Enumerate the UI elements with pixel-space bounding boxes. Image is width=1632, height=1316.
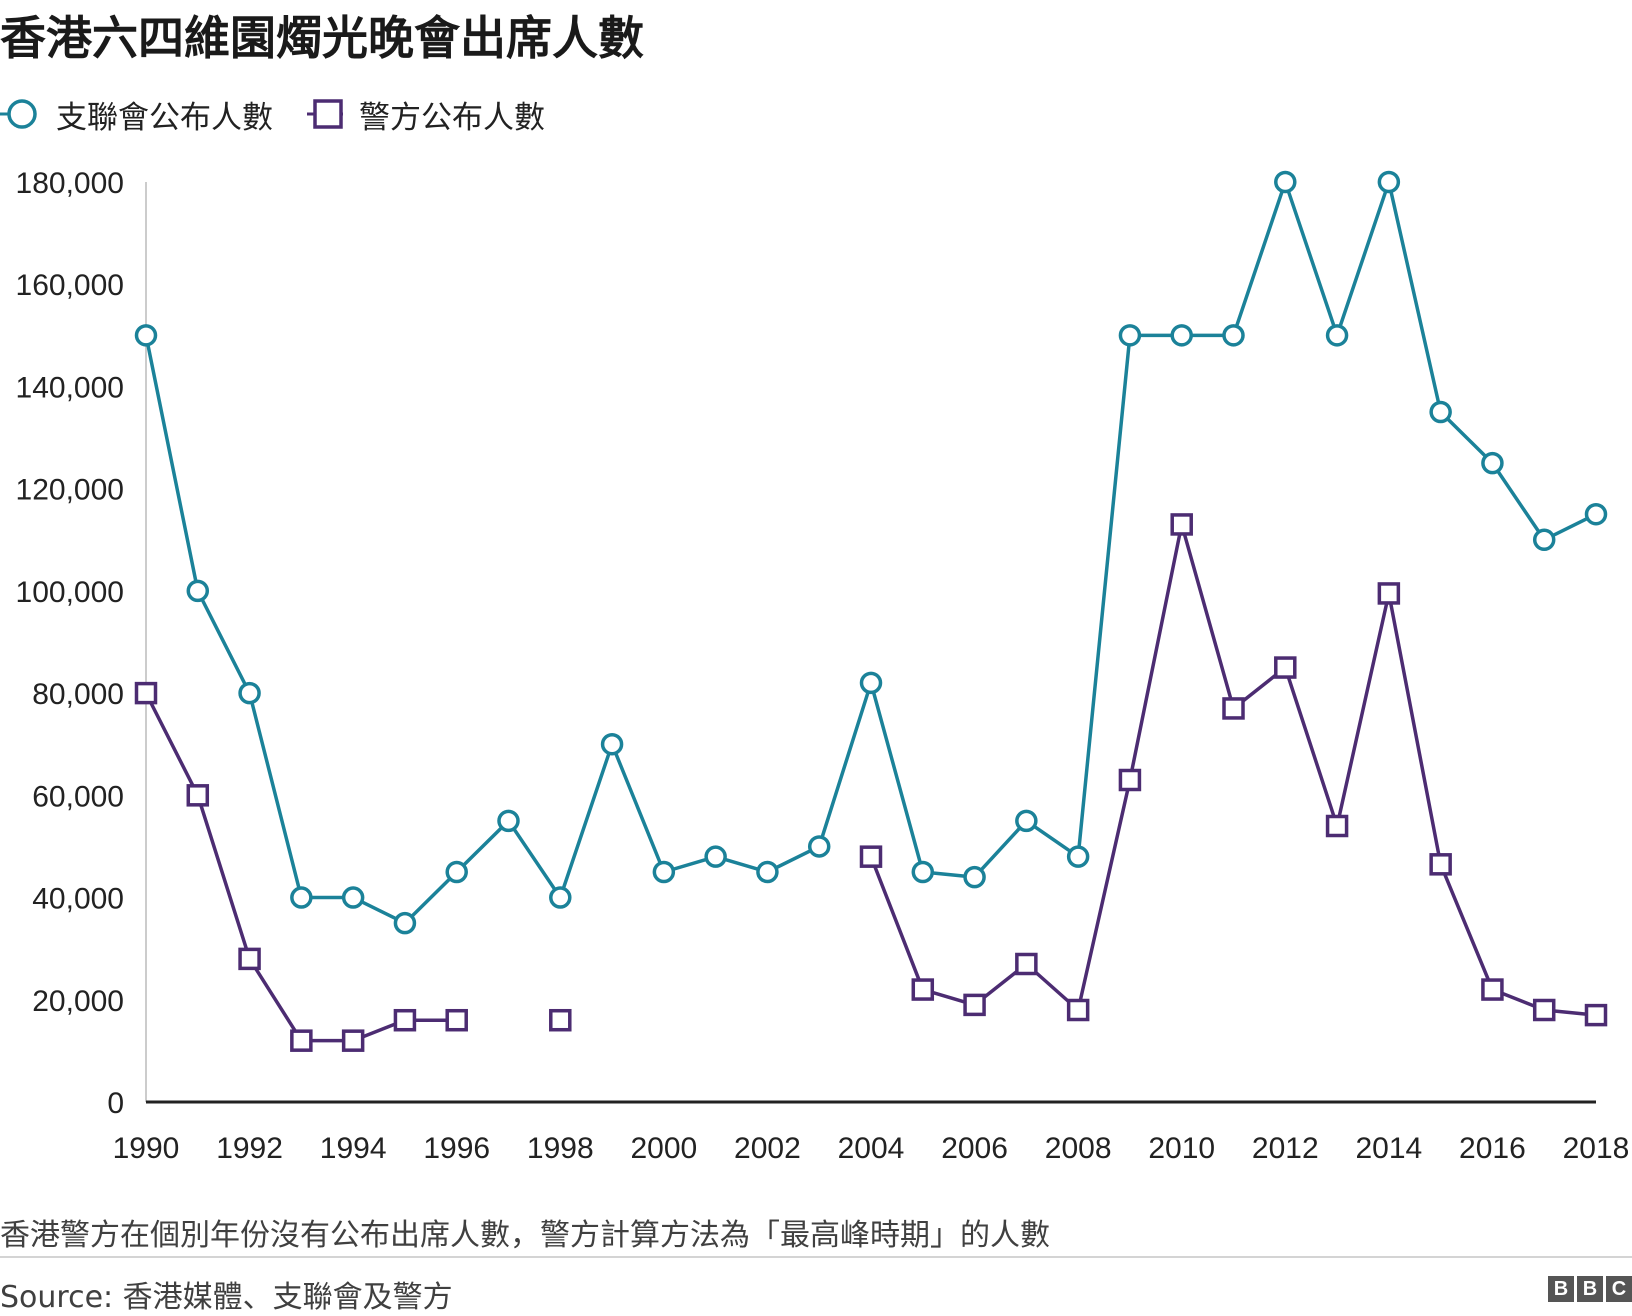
source-text: Source: 香港媒體、支聯會及警方	[0, 1280, 453, 1315]
data-point-police	[1429, 853, 1452, 876]
legend: 支聯會公布人數 警方公布人數	[0, 92, 575, 136]
data-point-police	[1170, 513, 1193, 536]
logo-letter: B	[1577, 1276, 1603, 1302]
data-point-organizer	[1066, 845, 1090, 868]
bbc-logo: B B C	[1548, 1276, 1632, 1302]
data-point-organizer	[1274, 170, 1297, 194]
data-point-organizer	[341, 886, 365, 909]
line-chart: 0 20,000 40,000 60,000 80,000 100,000 120,000 1…	[16, 167, 1630, 1160]
y-tick-label: 180,000	[16, 167, 124, 200]
data-point-police	[1066, 998, 1090, 1022]
x-tick-label: 2008	[1045, 1132, 1112, 1160]
y-tick-label: 160,000	[16, 269, 124, 302]
data-point-organizer	[600, 732, 624, 756]
data-point-police	[1325, 814, 1349, 838]
chart-title: 香港六四維園燭光晚會出席人數	[0, 11, 644, 65]
logo-letter: C	[1606, 1276, 1632, 1302]
data-point-organizer	[859, 671, 883, 695]
data-point-organizer	[549, 886, 572, 909]
data-point-organizer	[756, 860, 779, 884]
data-point-organizer	[1015, 809, 1038, 833]
x-tick-label: 2010	[1148, 1132, 1215, 1160]
data-point-organizer	[497, 809, 520, 833]
y-tick-label: 20,000	[32, 985, 124, 1018]
series-line-police	[144, 692, 457, 1043]
legend-item-police: 警方公布人數	[303, 92, 545, 137]
x-tick-label: 1994	[320, 1132, 387, 1160]
data-point-organizer	[807, 835, 831, 858]
data-point-organizer	[290, 886, 313, 909]
data-point-police	[1274, 656, 1297, 679]
legend-item-organizer: 支聯會公布人數	[0, 92, 273, 137]
data-point-organizer	[393, 911, 417, 935]
square-marker-icon	[307, 99, 343, 129]
circle-marker-icon	[0, 99, 37, 129]
y-tick-label: 60,000	[32, 780, 124, 813]
legend-label-organizer: 支聯會公布人數	[56, 99, 273, 136]
data-point-police	[1015, 952, 1038, 976]
data-point-police	[1222, 697, 1245, 720]
data-point-organizer	[1377, 170, 1401, 194]
data-point-organizer	[134, 324, 158, 347]
y-tick-label: 40,000	[32, 883, 124, 916]
y-tick-label: 140,000	[16, 371, 124, 404]
data-point-organizer	[652, 860, 676, 884]
x-tick-label: 1998	[527, 1132, 594, 1160]
divider	[0, 1256, 1632, 1258]
data-point-organizer	[1222, 324, 1245, 347]
data-point-police	[186, 784, 210, 807]
x-tick-label: 2004	[838, 1132, 905, 1160]
data-point-organizer	[238, 681, 261, 705]
data-point-organizer	[963, 865, 986, 889]
y-tick-label: 100,000	[16, 576, 124, 609]
data-point-police	[1584, 1003, 1608, 1027]
x-tick-label: 2018	[1563, 1132, 1630, 1160]
data-point-organizer	[1429, 400, 1452, 424]
x-tick-label: 2006	[941, 1132, 1008, 1160]
series-line-organizer	[144, 180, 1597, 925]
x-tick-label: 1996	[423, 1132, 490, 1160]
data-point-police	[290, 1029, 313, 1052]
data-point-police	[134, 681, 158, 705]
data-point-police	[963, 993, 986, 1017]
x-tick-label: 2012	[1252, 1132, 1319, 1160]
data-point-police	[1377, 582, 1401, 605]
data-point-police	[393, 1008, 417, 1032]
y-tick-label: 0	[107, 1087, 124, 1120]
data-point-police	[549, 1008, 572, 1032]
data-point-organizer	[1532, 528, 1556, 552]
x-tick-label: 1990	[113, 1132, 180, 1160]
data-point-police	[238, 947, 261, 971]
data-point-police	[1532, 998, 1556, 1022]
data-point-organizer	[1118, 324, 1142, 347]
x-tick-label: 2002	[734, 1132, 801, 1160]
x-tick-label: 2014	[1355, 1132, 1422, 1160]
data-point-police	[445, 1008, 468, 1032]
data-point-organizer	[1584, 502, 1608, 526]
logo-letter: B	[1548, 1276, 1574, 1302]
data-point-organizer	[911, 860, 935, 884]
data-point-organizer	[1481, 451, 1504, 475]
series-line-police	[869, 522, 1597, 1017]
data-point-police	[1481, 978, 1504, 1001]
data-point-organizer	[186, 579, 210, 603]
chart-note: 香港警方在個別年份沒有公布出席人數，警方計算方法為「最高峰時期」的人數	[0, 1218, 1050, 1253]
x-tick-label: 2016	[1459, 1132, 1526, 1160]
legend-label-police: 警方公布人數	[359, 99, 545, 136]
data-point-organizer	[1325, 324, 1349, 347]
x-tick-label: 2000	[630, 1132, 697, 1160]
data-point-organizer	[704, 845, 727, 868]
data-point-police	[911, 978, 935, 1001]
data-point-organizer	[445, 860, 468, 884]
data-point-police	[341, 1029, 365, 1052]
y-tick-label: 120,000	[16, 474, 124, 507]
data-point-police	[1118, 768, 1142, 792]
y-tick-label: 80,000	[32, 678, 124, 711]
x-tick-label: 1992	[216, 1132, 283, 1160]
data-point-organizer	[1170, 324, 1193, 347]
data-point-police	[859, 845, 883, 868]
